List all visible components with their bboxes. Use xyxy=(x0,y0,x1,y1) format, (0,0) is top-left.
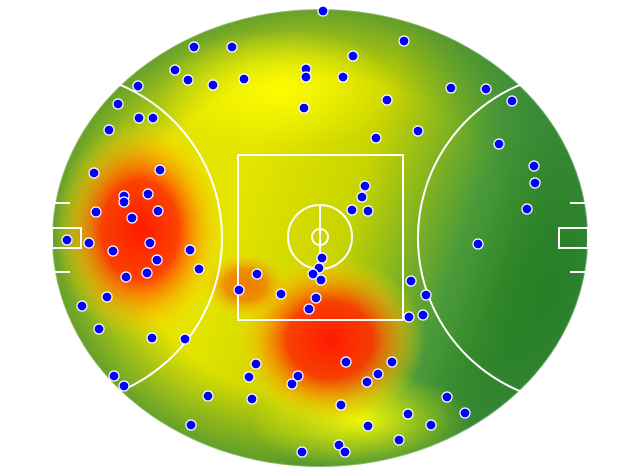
point xyxy=(207,79,219,91)
point xyxy=(362,205,374,217)
point xyxy=(417,309,429,321)
point xyxy=(151,254,163,266)
point xyxy=(445,82,457,94)
point xyxy=(528,160,540,172)
point xyxy=(493,138,505,150)
point xyxy=(459,407,471,419)
point xyxy=(182,74,194,86)
point xyxy=(83,237,95,249)
point xyxy=(381,94,393,106)
point xyxy=(146,332,158,344)
point xyxy=(386,356,398,368)
point xyxy=(88,167,100,179)
point xyxy=(103,124,115,136)
point xyxy=(144,237,156,249)
point xyxy=(298,102,310,114)
point xyxy=(472,238,484,250)
point xyxy=(188,41,200,53)
point xyxy=(529,177,541,189)
point xyxy=(154,164,166,176)
point xyxy=(361,376,373,388)
point xyxy=(425,419,437,431)
point xyxy=(238,73,250,85)
point xyxy=(107,245,119,257)
point xyxy=(315,274,327,286)
point xyxy=(118,380,130,392)
point xyxy=(393,434,405,446)
point xyxy=(179,333,191,345)
point xyxy=(112,98,124,110)
point xyxy=(147,112,159,124)
point xyxy=(233,284,245,296)
point xyxy=(193,263,205,275)
point xyxy=(303,303,315,315)
point xyxy=(118,196,130,208)
point xyxy=(506,95,518,107)
point xyxy=(339,446,351,458)
point xyxy=(76,300,88,312)
point xyxy=(480,83,492,95)
point xyxy=(362,420,374,432)
point xyxy=(420,289,432,301)
point xyxy=(120,271,132,283)
point xyxy=(246,393,258,405)
point xyxy=(521,203,533,215)
point xyxy=(251,268,263,280)
point xyxy=(202,390,214,402)
point xyxy=(61,234,73,246)
point xyxy=(133,112,145,124)
point xyxy=(101,291,113,303)
point xyxy=(347,50,359,62)
point xyxy=(403,311,415,323)
point xyxy=(372,368,384,380)
point xyxy=(132,80,144,92)
point xyxy=(398,35,410,47)
point xyxy=(185,419,197,431)
point xyxy=(307,268,319,280)
point xyxy=(243,371,255,383)
point xyxy=(169,64,181,76)
point xyxy=(126,212,138,224)
point xyxy=(142,188,154,200)
point xyxy=(152,205,164,217)
point xyxy=(359,180,371,192)
point xyxy=(405,275,417,287)
point xyxy=(356,191,368,203)
point xyxy=(141,267,153,279)
point xyxy=(441,391,453,403)
point xyxy=(226,41,238,53)
point xyxy=(402,408,414,420)
point xyxy=(370,132,382,144)
point xyxy=(340,356,352,368)
point xyxy=(275,288,287,300)
point xyxy=(300,71,312,83)
point xyxy=(296,446,308,458)
point xyxy=(337,71,349,83)
point xyxy=(93,323,105,335)
point xyxy=(310,292,322,304)
point xyxy=(412,125,424,137)
point xyxy=(90,206,102,218)
point xyxy=(184,244,196,256)
point xyxy=(333,439,345,451)
point xyxy=(316,252,328,264)
point xyxy=(346,204,358,216)
point xyxy=(292,370,304,382)
point xyxy=(108,370,120,382)
point xyxy=(317,5,329,17)
point xyxy=(335,399,347,411)
point xyxy=(286,378,298,390)
point xyxy=(250,358,262,370)
